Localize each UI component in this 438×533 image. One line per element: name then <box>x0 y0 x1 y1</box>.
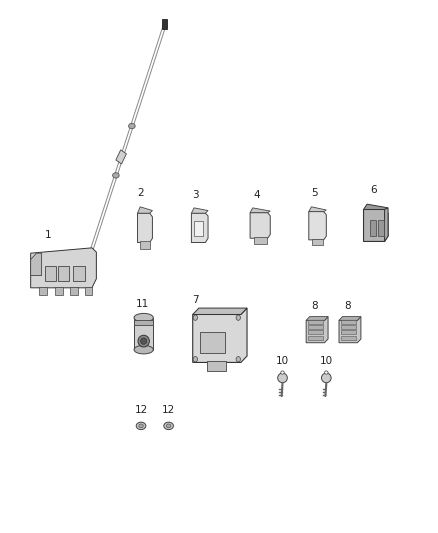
Bar <box>162 19 167 29</box>
Bar <box>308 325 323 329</box>
Bar <box>116 150 127 164</box>
Polygon shape <box>250 208 270 213</box>
Polygon shape <box>309 212 326 240</box>
Text: 10: 10 <box>276 356 289 366</box>
Bar <box>73 266 85 281</box>
Text: 1: 1 <box>45 230 52 239</box>
Bar <box>378 220 384 236</box>
Text: 5: 5 <box>311 189 318 198</box>
Polygon shape <box>309 207 326 212</box>
Ellipse shape <box>164 422 173 430</box>
Bar <box>341 320 356 324</box>
Bar <box>134 320 153 325</box>
Bar <box>308 336 323 340</box>
Text: 12: 12 <box>134 406 148 415</box>
Bar <box>308 320 323 324</box>
Polygon shape <box>306 317 328 343</box>
Polygon shape <box>193 308 247 314</box>
Bar <box>58 266 69 281</box>
Polygon shape <box>31 253 42 276</box>
Bar <box>370 220 376 236</box>
Ellipse shape <box>281 371 284 374</box>
Bar <box>134 318 153 350</box>
Polygon shape <box>138 207 152 213</box>
Ellipse shape <box>193 315 198 320</box>
Polygon shape <box>191 213 208 243</box>
Ellipse shape <box>236 315 240 320</box>
Bar <box>308 330 323 334</box>
Bar <box>85 287 92 295</box>
Text: 11: 11 <box>136 299 149 309</box>
Polygon shape <box>193 308 247 362</box>
Polygon shape <box>31 248 96 288</box>
Ellipse shape <box>141 338 147 344</box>
Bar <box>140 241 150 249</box>
Polygon shape <box>339 317 361 343</box>
Ellipse shape <box>134 313 153 322</box>
Bar <box>341 325 356 329</box>
Text: 8: 8 <box>311 301 318 311</box>
Polygon shape <box>138 213 152 243</box>
Bar <box>207 361 226 371</box>
Bar <box>341 336 356 340</box>
Text: 4: 4 <box>254 190 261 199</box>
Bar <box>55 287 63 295</box>
Text: 3: 3 <box>192 190 199 199</box>
Ellipse shape <box>236 357 240 362</box>
Polygon shape <box>339 317 361 320</box>
Ellipse shape <box>166 424 171 427</box>
Ellipse shape <box>325 371 328 374</box>
Polygon shape <box>364 209 388 241</box>
Polygon shape <box>385 208 388 241</box>
Polygon shape <box>191 208 208 213</box>
Bar <box>194 221 203 236</box>
Ellipse shape <box>193 357 198 362</box>
Bar <box>254 237 267 244</box>
Ellipse shape <box>139 424 143 427</box>
Text: 6: 6 <box>370 185 377 195</box>
Ellipse shape <box>321 373 331 383</box>
Ellipse shape <box>134 345 153 354</box>
Text: 2: 2 <box>138 189 145 198</box>
Polygon shape <box>364 204 388 209</box>
Text: 7: 7 <box>192 295 199 304</box>
Text: 10: 10 <box>320 356 333 366</box>
Bar <box>39 287 47 295</box>
Ellipse shape <box>129 123 135 128</box>
Bar <box>200 332 225 353</box>
Bar <box>341 330 356 334</box>
Ellipse shape <box>138 335 149 347</box>
Ellipse shape <box>113 173 119 178</box>
Bar <box>312 239 323 245</box>
Polygon shape <box>306 317 328 320</box>
Bar <box>45 266 56 281</box>
Ellipse shape <box>278 373 287 383</box>
Text: 8: 8 <box>344 301 351 311</box>
Bar <box>70 287 78 295</box>
Polygon shape <box>250 213 270 238</box>
Text: 12: 12 <box>162 406 175 415</box>
Ellipse shape <box>136 422 146 430</box>
